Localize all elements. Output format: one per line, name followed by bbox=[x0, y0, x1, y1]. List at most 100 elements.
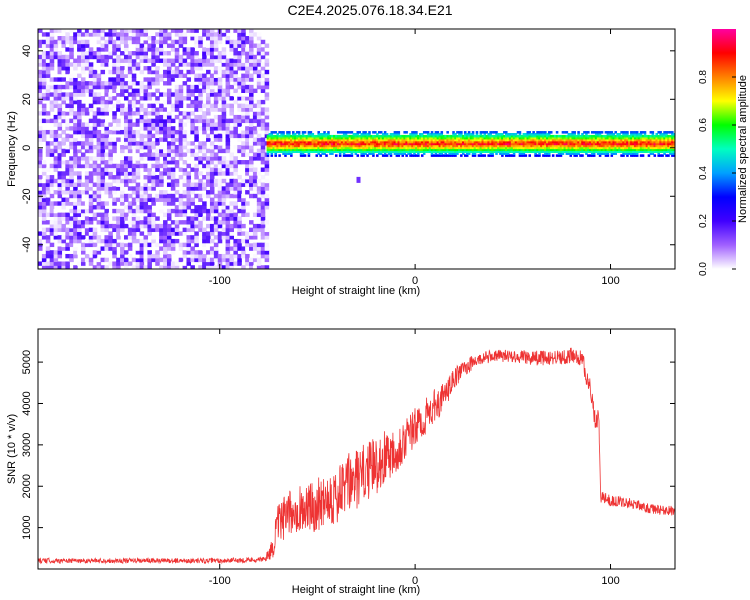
spectrogram-cell bbox=[123, 265, 129, 269]
spectrogram-cell bbox=[249, 133, 254, 139]
spectrogram-cell bbox=[65, 163, 70, 169]
spectrogram-cell bbox=[249, 62, 254, 67]
spectrogram-cell bbox=[120, 77, 125, 82]
spectrogram-cell bbox=[366, 138, 369, 142]
spectrogram-cell bbox=[127, 62, 133, 67]
spectrogram-cell bbox=[377, 140, 381, 144]
spectrogram-cell bbox=[104, 167, 109, 172]
spectrogram-cell bbox=[225, 126, 231, 131]
spectrogram-cell bbox=[540, 136, 543, 140]
spectrogram-cell bbox=[411, 133, 414, 136]
spectrogram-cell bbox=[120, 39, 125, 45]
spectrogram-cell bbox=[495, 150, 498, 153]
spectrogram-cell bbox=[143, 29, 149, 33]
spectrogram-cell bbox=[49, 223, 55, 229]
spectrogram-cell bbox=[123, 114, 129, 120]
spectrogram-cell bbox=[655, 144, 659, 148]
spectrogram-cell bbox=[381, 148, 385, 152]
spectrogram-cell bbox=[53, 29, 59, 33]
spectrogram-cell bbox=[143, 122, 149, 127]
spectrogram-cell bbox=[225, 201, 231, 206]
spectrogram-cell bbox=[317, 131, 320, 134]
spectrogram-cell bbox=[41, 167, 47, 172]
spectrogram-cell bbox=[399, 150, 403, 153]
spectrogram-cell bbox=[92, 227, 98, 233]
spectrogram-cell bbox=[606, 154, 610, 157]
spectrogram-cell bbox=[209, 39, 215, 45]
spectrogram-cell bbox=[116, 81, 121, 86]
spectrogram-cell bbox=[139, 265, 145, 269]
spectrogram-cell bbox=[602, 152, 606, 155]
spectrogram-cell bbox=[260, 88, 266, 93]
spectrogram-cell bbox=[139, 84, 145, 90]
spectrogram-cell bbox=[166, 238, 172, 244]
spectrogram-cell bbox=[481, 140, 485, 144]
spectrogram-cell bbox=[340, 150, 344, 153]
spectrogram-cell bbox=[495, 134, 498, 138]
spectrogram-cell bbox=[241, 141, 246, 146]
spectrogram-cell bbox=[88, 129, 94, 135]
spectrogram-cell bbox=[155, 261, 160, 266]
spectrogram-cell bbox=[96, 186, 102, 191]
spectrogram-cell bbox=[96, 129, 102, 135]
spectrogram-cell bbox=[487, 138, 490, 142]
spectrogram-cell bbox=[57, 141, 63, 146]
spectrogram-cell bbox=[166, 129, 172, 135]
spectrogram-cell bbox=[657, 136, 660, 140]
spectrogram-cell bbox=[522, 140, 526, 144]
spectrogram-cell bbox=[229, 73, 234, 78]
spectrogram-cell bbox=[630, 136, 633, 140]
spectrogram-cell bbox=[84, 257, 90, 263]
spectrogram-cell bbox=[84, 190, 90, 195]
spectrogram-cell bbox=[69, 220, 74, 225]
spectrogram-cell bbox=[620, 131, 623, 134]
spectrogram-cell bbox=[213, 220, 219, 225]
spectrogram-cell bbox=[57, 253, 63, 259]
spectrogram-cell bbox=[635, 150, 639, 153]
spectrogram-cell bbox=[96, 182, 102, 187]
spectrogram-cell bbox=[536, 140, 539, 144]
spectrogram-cell bbox=[108, 122, 113, 127]
spectrogram-cell bbox=[585, 152, 588, 155]
spectrogram-cell bbox=[516, 142, 520, 146]
spectrogram-cell bbox=[542, 136, 545, 140]
spectrogram-cell bbox=[313, 146, 317, 150]
spectrogram-cell bbox=[53, 167, 59, 172]
spectrogram-cell bbox=[178, 141, 184, 146]
spectrogram-cell bbox=[506, 140, 510, 144]
spectrogram-cell bbox=[100, 54, 106, 60]
spectrogram-cell bbox=[317, 133, 320, 136]
spectrogram-cell bbox=[630, 150, 633, 153]
spectrogram-cell bbox=[272, 134, 276, 138]
spectrogram-cell bbox=[551, 134, 555, 138]
spectrogram-cell bbox=[655, 138, 659, 142]
spectrogram-cell bbox=[393, 140, 397, 144]
spectrogram-cell bbox=[178, 212, 184, 217]
spectrogram-cell bbox=[442, 146, 446, 150]
spectrogram-cell bbox=[260, 182, 266, 187]
spectrogram-cell bbox=[237, 96, 242, 101]
spectrogram-cell bbox=[567, 144, 571, 148]
spectrogram-cell bbox=[608, 138, 612, 142]
spectrogram-cell bbox=[249, 84, 254, 90]
spectrogram-cell bbox=[342, 140, 346, 144]
spectrogram-cell bbox=[174, 96, 180, 101]
spectrogram-cell bbox=[38, 178, 43, 184]
spectrogram-cell bbox=[546, 140, 549, 144]
spectrogram-cell bbox=[288, 131, 291, 134]
spectrogram-cell bbox=[186, 141, 192, 146]
spectrogram-cell bbox=[127, 51, 133, 56]
spectrogram-cell bbox=[69, 107, 74, 112]
spectrogram-cell bbox=[641, 136, 645, 140]
spectrogram-cell bbox=[209, 261, 215, 266]
spectrogram-cell bbox=[456, 144, 459, 148]
spectrogram-cell bbox=[579, 142, 582, 146]
spectrogram-cell bbox=[481, 150, 485, 153]
spectrogram-cell bbox=[135, 257, 141, 263]
spectrogram-cell bbox=[512, 133, 516, 136]
spectrogram-cell bbox=[213, 103, 219, 109]
spectrogram-cell bbox=[448, 138, 451, 142]
spectrogram-cell bbox=[96, 193, 102, 199]
spectrogram-cell bbox=[131, 231, 137, 236]
